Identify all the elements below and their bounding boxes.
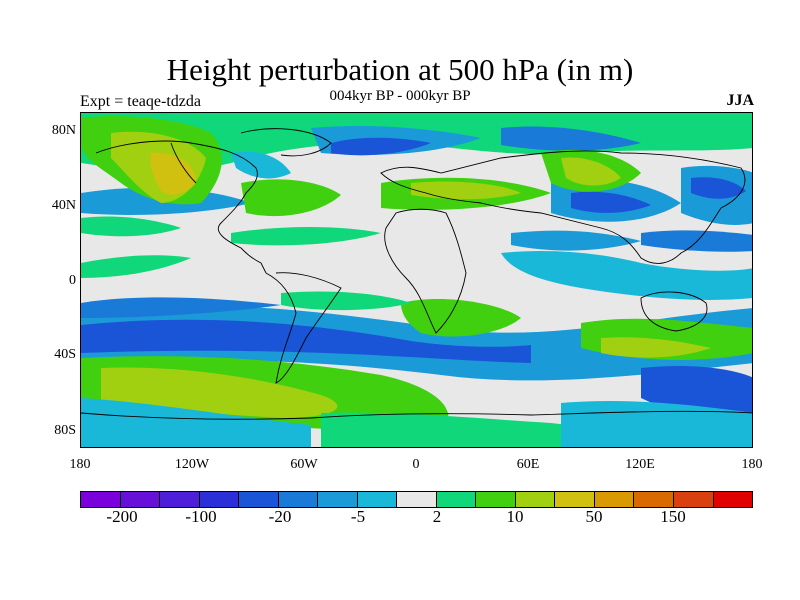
lon-label-60e: 60E xyxy=(516,457,540,472)
colorbar-label: 2 xyxy=(432,507,442,526)
lon-label-180w: 180 xyxy=(69,457,91,472)
lat-label-40s: 40S xyxy=(54,347,76,362)
map-plot-area xyxy=(80,112,753,448)
colorbar-swatch xyxy=(594,492,635,507)
colorbar-swatch xyxy=(357,492,398,507)
colorbar-swatch xyxy=(673,492,714,507)
colorbar-swatch xyxy=(397,492,437,507)
colorbar-swatch xyxy=(476,492,516,507)
lat-label-0: 0 xyxy=(69,273,76,288)
colorbar-swatch xyxy=(318,492,358,507)
lon-label-60w: 60W xyxy=(290,457,318,472)
colorbar-label: -200 xyxy=(106,507,138,526)
colorbar-label: -100 xyxy=(185,507,217,526)
colorbar-label: -5 xyxy=(350,507,366,526)
colorbar-swatch xyxy=(634,492,674,507)
colorbar xyxy=(80,491,753,508)
colorbar-swatch xyxy=(555,492,595,507)
colorbar-swatch xyxy=(199,492,240,507)
lon-label-120e: 120E xyxy=(625,457,655,472)
colorbar-swatch xyxy=(713,492,753,507)
colorbar-label: -20 xyxy=(268,507,292,526)
colorbar-swatch xyxy=(120,492,161,507)
colorbar-swatch xyxy=(278,492,319,507)
lat-label-40n: 40N xyxy=(51,198,76,213)
lon-label-0: 0 xyxy=(412,457,420,472)
colorbar-label: 150 xyxy=(660,507,686,526)
colorbar-swatch xyxy=(515,492,556,507)
colorbar-label: 10 xyxy=(506,507,524,526)
lat-label-80n: 80N xyxy=(51,123,76,138)
colorbar-swatch xyxy=(239,492,279,507)
season-label: JJA xyxy=(726,92,754,109)
height-perturbation-field xyxy=(81,113,752,447)
lon-label-180e: 180 xyxy=(741,457,763,472)
colorbar-swatch xyxy=(160,492,200,507)
colorbar-swatch xyxy=(81,492,121,507)
colorbar-swatch xyxy=(436,492,477,507)
lat-label-80s: 80S xyxy=(54,423,76,438)
colorbar-label: 50 xyxy=(585,507,603,526)
experiment-label: Expt = teaqe-tdzda xyxy=(80,93,201,110)
map-subtitle: 004kyr BP - 000kyr BP xyxy=(329,88,471,104)
lon-label-120w: 120W xyxy=(174,457,210,472)
map-title: Height perturbation at 500 hPa (in m) xyxy=(166,52,634,87)
